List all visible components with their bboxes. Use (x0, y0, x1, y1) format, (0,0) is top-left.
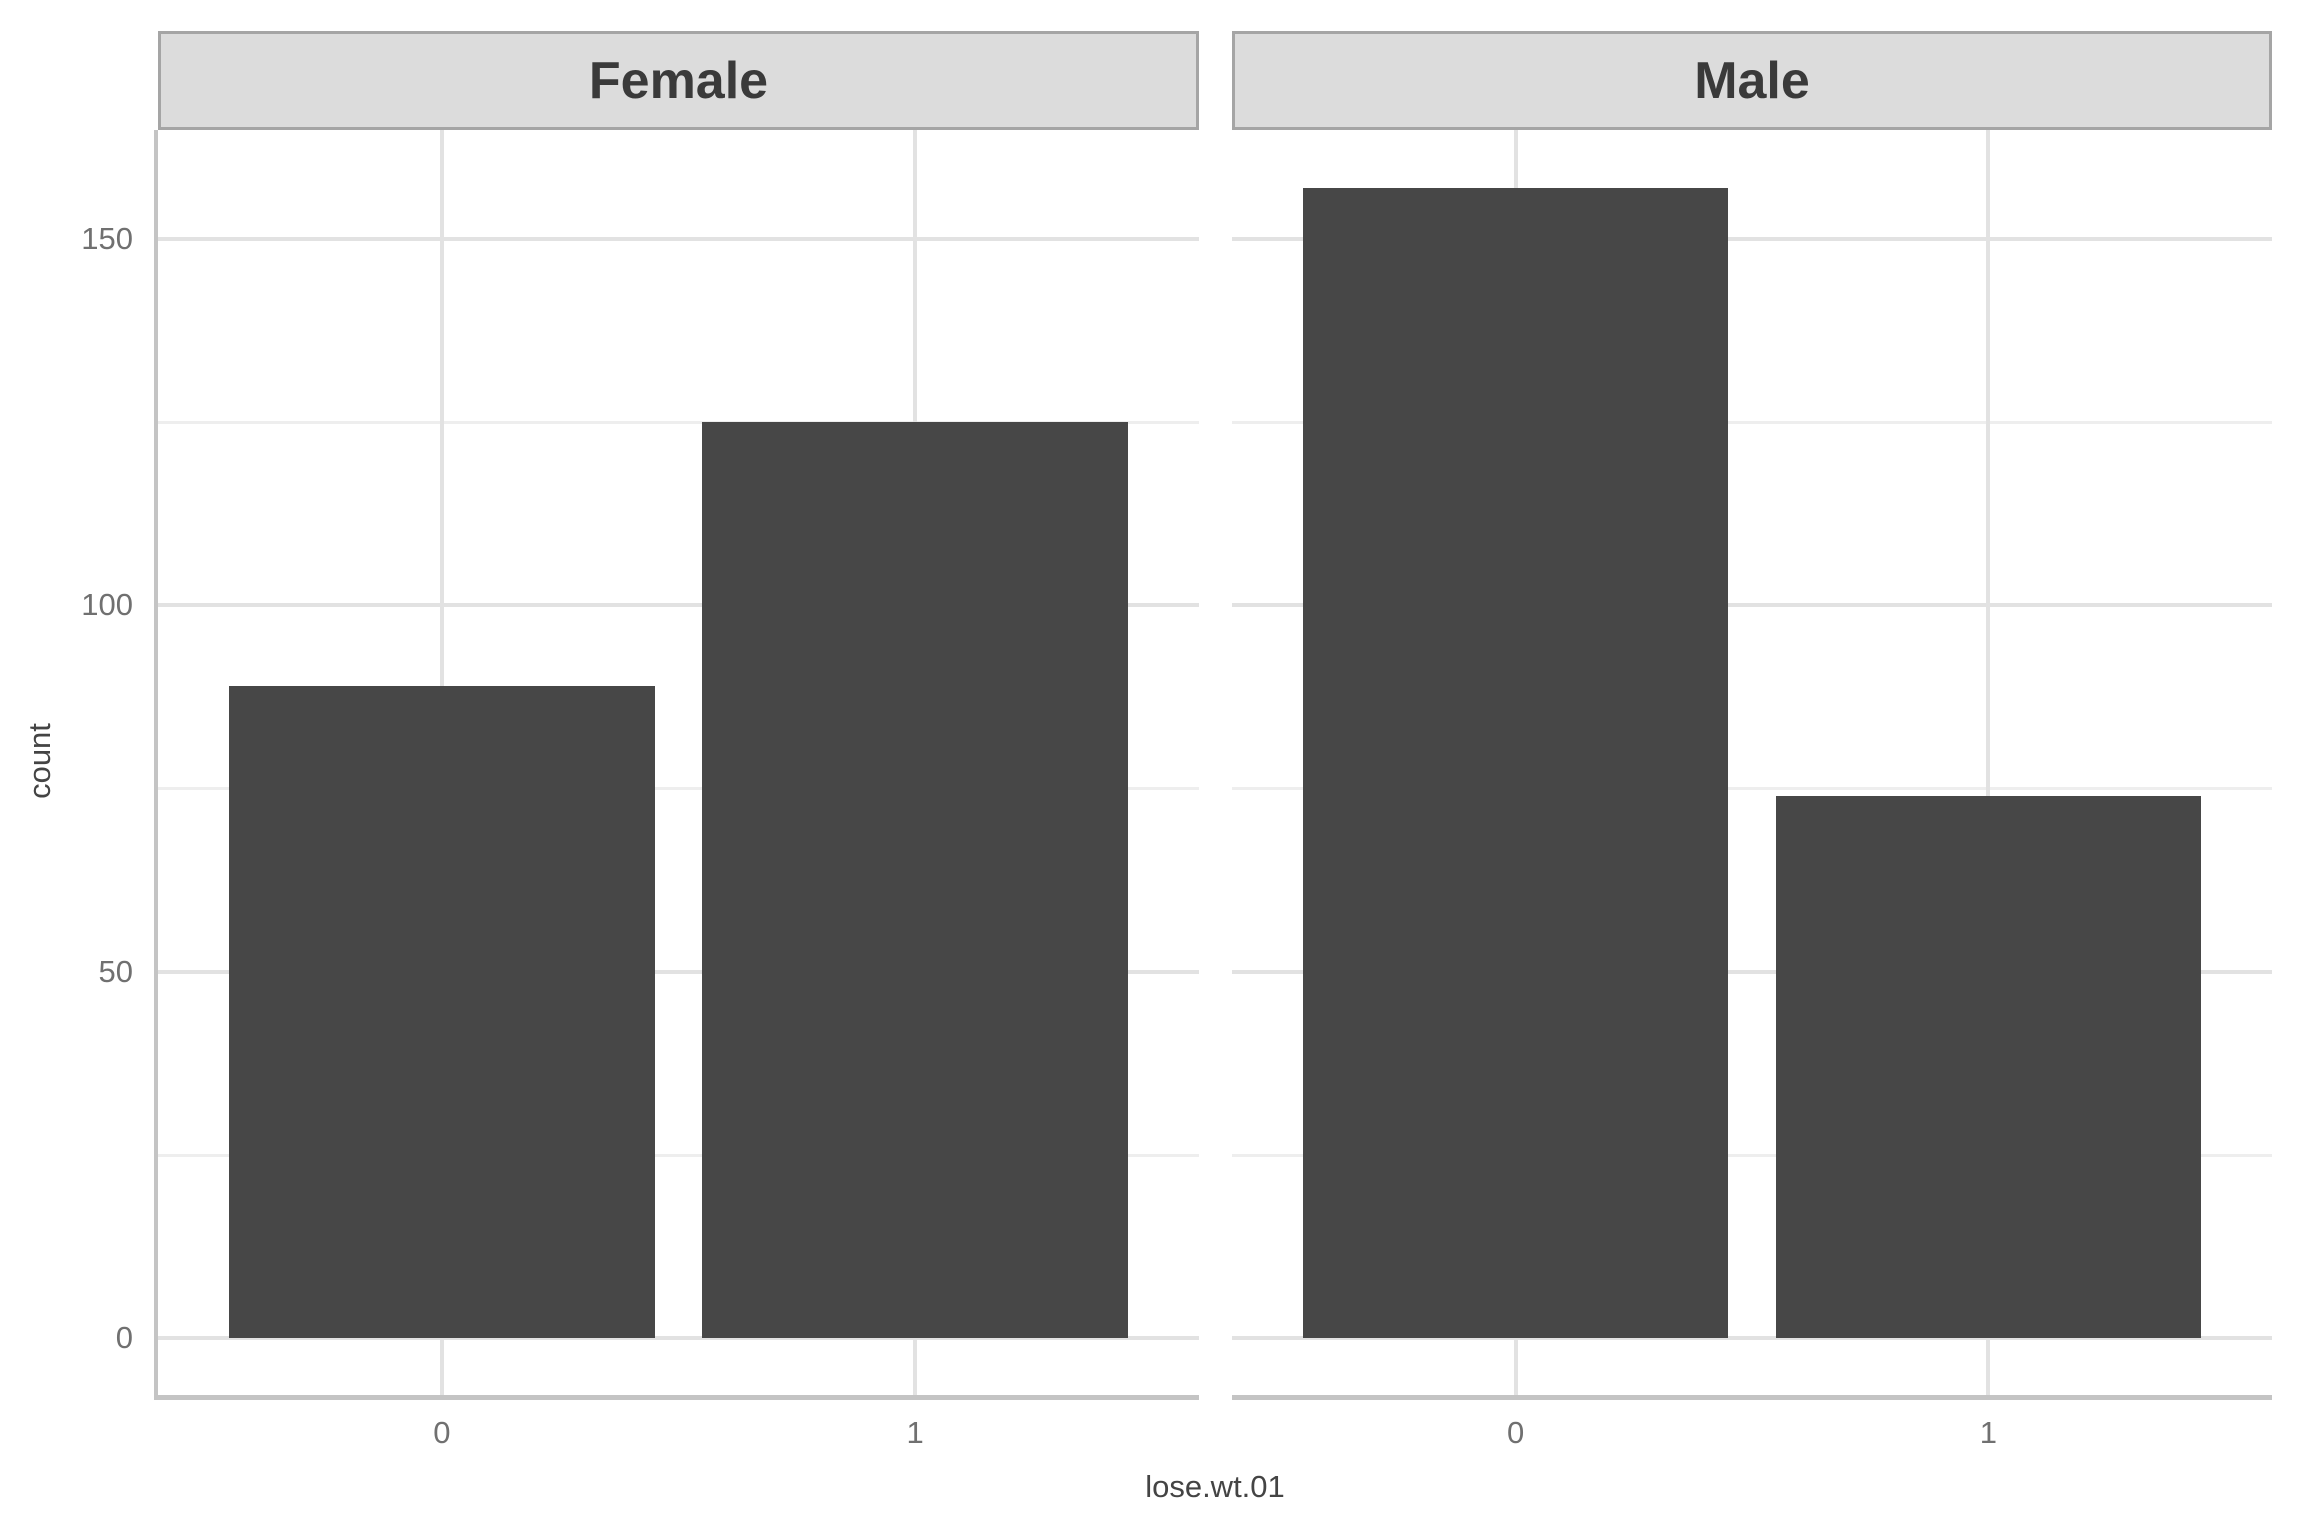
gridline-y-minor (158, 787, 1199, 791)
x-axis-line (158, 1395, 1199, 1400)
gridline-y-major (1232, 1336, 2272, 1341)
gridline-x-major (1986, 130, 1991, 1400)
bar-female-1 (702, 422, 1128, 1339)
facet-strip-female: Female (158, 31, 1199, 130)
bar-female-0 (228, 686, 655, 1339)
y-tick-label-100: 100 (81, 587, 133, 623)
facet-male: Male 0 1 (1232, 31, 2272, 1471)
bar-male-0 (1302, 187, 1729, 1339)
plot-panel-male (1232, 130, 2272, 1400)
facet-strip-male: Male (1232, 31, 2272, 130)
gridline-y-minor (158, 1153, 1199, 1157)
gridline-y-major (158, 236, 1199, 241)
y-axis-line (154, 130, 158, 1400)
gridline-y-minor (1232, 787, 2272, 791)
x-tick-label-0: 0 (1506, 1415, 1525, 1450)
gridline-y-major (1232, 969, 2272, 974)
gridline-y-major (158, 1336, 1199, 1341)
y-tick-label-150: 150 (81, 220, 133, 256)
facet-strip-label: Male (1694, 51, 1810, 110)
x-tick-label-0: 0 (433, 1415, 451, 1450)
x-axis-line (1232, 1395, 2272, 1400)
gridline-y-minor (1232, 420, 2272, 424)
x-tick-label-1: 1 (1979, 1415, 1998, 1450)
facet-female: Female 0 1 (154, 31, 1199, 1471)
plot-panel-female (154, 130, 1199, 1400)
y-axis-title: count (22, 723, 57, 799)
gridline-y-major (1232, 236, 2272, 241)
gridline-y-major (158, 603, 1199, 608)
bar-male-1 (1775, 795, 2202, 1339)
x-axis-title: lose.wt.01 (1145, 1469, 1285, 1504)
gridline-y-minor (158, 420, 1199, 424)
y-tick-label-0: 0 (115, 1320, 133, 1356)
x-tick-label-1: 1 (906, 1415, 924, 1450)
gridline-y-major (158, 969, 1199, 974)
gridline-y-major (1232, 603, 2272, 608)
facet-strip-label: Female (588, 51, 769, 110)
y-tick-label-50: 50 (98, 953, 133, 989)
gridline-y-minor (1232, 1153, 2272, 1157)
